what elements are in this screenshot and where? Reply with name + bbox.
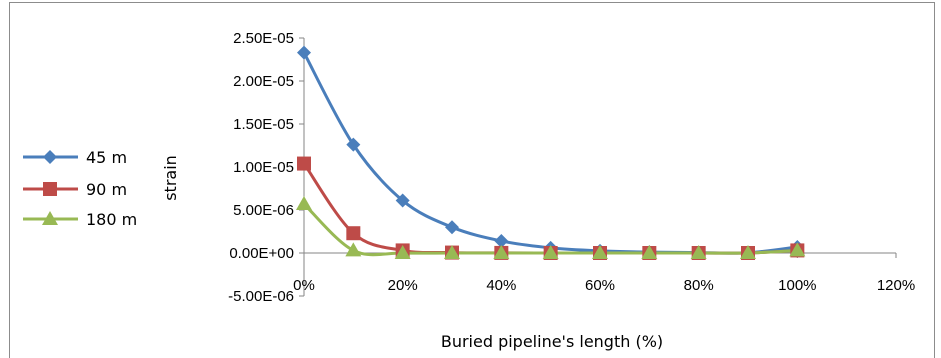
data-point	[395, 193, 410, 208]
data-point	[740, 245, 756, 259]
data-point	[494, 233, 509, 248]
data-point	[690, 245, 707, 259]
y-tick-label: 5.00E-06	[233, 202, 294, 219]
data-point	[297, 156, 311, 171]
data-point	[444, 245, 460, 259]
y-tick-label: 2.50E-05	[233, 30, 294, 47]
legend-marker	[43, 182, 57, 196]
data-point	[789, 242, 806, 257]
data-point	[297, 45, 311, 60]
legend-marker	[43, 150, 57, 164]
legend-label: 180 m	[86, 210, 137, 229]
data-point	[346, 226, 361, 241]
data-point	[493, 245, 510, 259]
y-tick-label: 1.50E-05	[233, 116, 294, 133]
x-axis-title: Buried pipeline's length (%)	[441, 332, 663, 351]
data-point	[345, 242, 362, 257]
x-tick-label: 100%	[778, 277, 816, 294]
y-tick-label: 1.00E-05	[233, 159, 294, 176]
x-tick-label: 20%	[388, 277, 418, 294]
series-lines	[302, 51, 798, 257]
y-tick-label: 2.00E-05	[233, 73, 294, 90]
data-point	[346, 137, 361, 152]
data-point	[592, 245, 608, 259]
legend-marker	[42, 211, 58, 225]
series-line	[302, 51, 798, 255]
x-tick-label: 40%	[486, 277, 516, 294]
y-axis-title: strain	[161, 155, 180, 201]
x-tick-label: 0%	[293, 277, 315, 294]
legend: 45 m 90 m 180 m	[23, 148, 137, 229]
series-markers	[296, 45, 806, 260]
x-axis-ticks: 0% 20% 40% 60% 80% 100% 120%	[293, 253, 915, 294]
y-axis-ticks: -5.00E-06 0.00E+00 5.00E-06 1.00E-05 1.50E-0…	[228, 30, 304, 305]
data-point	[445, 220, 459, 235]
x-tick-label: 120%	[877, 277, 915, 294]
legend-label: 45 m	[86, 148, 127, 167]
data-point	[394, 245, 411, 259]
y-tick-label: 0.00E+00	[229, 245, 294, 262]
data-point	[641, 245, 658, 259]
legend-label: 90 m	[86, 180, 127, 199]
x-tick-label: 80%	[684, 277, 714, 294]
x-tick-label: 60%	[585, 277, 615, 294]
data-point	[542, 245, 559, 259]
chart-frame	[9, 2, 935, 358]
y-tick-label: -5.00E-06	[228, 288, 294, 305]
data-point	[296, 195, 312, 210]
